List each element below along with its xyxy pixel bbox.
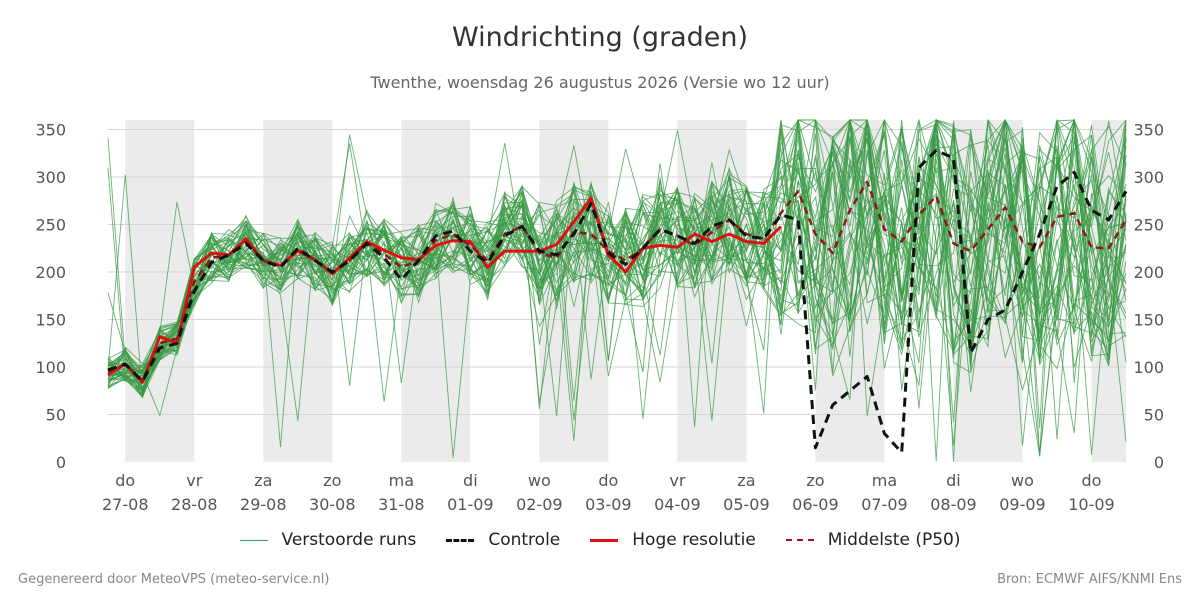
- x-tick-day-label: zo: [806, 471, 824, 490]
- ensemble-member-line: [107, 119, 1127, 401]
- x-tick-date-label: 07-09: [861, 495, 908, 514]
- y-tick-label-right: 300: [1133, 168, 1164, 187]
- y-tick-label-right: 350: [1133, 121, 1164, 140]
- y-tick-label-right: 250: [1133, 216, 1164, 235]
- ensemble-member-line: [107, 118, 1127, 453]
- x-tick-day-label: zo: [323, 471, 341, 490]
- legend-label-median: Middelste (P50): [827, 530, 961, 550]
- x-tick-day-label: ma: [389, 471, 414, 490]
- x-tick-day-label: do: [598, 471, 618, 490]
- legend-item-highres: Hoge resolutie: [590, 530, 756, 550]
- footer-generator: Gegenereerd door MeteoVPS (meteo-service…: [18, 572, 330, 587]
- y-tick-label-right: 100: [1133, 358, 1164, 377]
- y-tick-label-left: 250: [35, 216, 66, 235]
- x-tick-date-label: 27-08: [102, 495, 149, 514]
- x-tick-date-label: 04-09: [654, 495, 701, 514]
- series-line-hoge-resolutie: [107, 196, 782, 384]
- x-tick-day-label: vr: [186, 471, 202, 490]
- y-tick-label-left: 50: [46, 406, 66, 425]
- y-tick-label-right: 200: [1133, 263, 1164, 282]
- ensemble-member-line: [107, 119, 1127, 372]
- x-tick-day-label: vr: [669, 471, 685, 490]
- x-tick-date-label: 01-09: [447, 495, 494, 514]
- x-tick-day-label: di: [946, 471, 961, 490]
- legend-swatch-control: [446, 538, 475, 542]
- day-shade-band: [539, 120, 609, 462]
- x-tick-day-label: wo: [528, 471, 551, 490]
- ensemble-member-line: [107, 144, 1127, 395]
- footer-source: Bron: ECMWF AIFS/KNMI Ens: [997, 572, 1182, 587]
- chart-title: Windrichting (graden): [451, 22, 749, 53]
- ensemble-member-line: [107, 119, 1127, 385]
- ensemble-member-line: [107, 119, 1127, 462]
- day-shade-band: [263, 120, 333, 462]
- ensemble-member-line: [107, 119, 1127, 376]
- series-line-controle: [107, 148, 1128, 454]
- x-tick-day-label: za: [254, 471, 272, 490]
- x-tick-date-label: 30-08: [309, 495, 356, 514]
- ensemble-member-line: [107, 118, 1127, 399]
- y-tick-label-left: 100: [35, 358, 66, 377]
- x-tick-date-label: 08-09: [930, 495, 977, 514]
- x-tick-day-label: do: [115, 471, 135, 490]
- x-tick-day-label: di: [463, 471, 478, 490]
- y-tick-label-left: 300: [35, 168, 66, 187]
- x-tick-day-label: ma: [872, 471, 897, 490]
- legend-item-perturbed: Verstoorde runs: [239, 530, 417, 550]
- ensemble-member-line: [107, 118, 1127, 421]
- x-tick-date-label: 09-09: [999, 495, 1046, 514]
- legend-item-control: Controle: [446, 530, 560, 550]
- x-tick-date-label: 29-08: [240, 495, 287, 514]
- x-tick-date-label: 03-09: [585, 495, 632, 514]
- day-shade-band: [401, 120, 471, 462]
- x-tick-date-label: 05-09: [723, 495, 770, 514]
- x-tick-day-label: za: [737, 471, 755, 490]
- ensemble-member-line: [107, 119, 1127, 383]
- y-tick-label-right: 150: [1133, 311, 1164, 330]
- y-tick-label-left: 350: [35, 121, 66, 140]
- x-tick-date-label: 28-08: [171, 495, 218, 514]
- ensemble-member-line: [107, 118, 1127, 383]
- y-tick-label-right: 50: [1144, 406, 1164, 425]
- x-tick-date-label: 10-09: [1068, 495, 1115, 514]
- ensemble-member-line: [107, 118, 1127, 416]
- chart-legend: Verstoorde runs Controle Hoge resolutie …: [0, 530, 1200, 550]
- ensemble-member-line: [107, 119, 1127, 400]
- day-shade-band: [125, 120, 195, 462]
- legend-swatch-median: [785, 539, 814, 541]
- x-tick-day-label: wo: [1011, 471, 1034, 490]
- legend-label-control: Controle: [488, 530, 561, 550]
- legend-swatch-perturbed: [239, 539, 268, 541]
- y-tick-label-left: 200: [35, 263, 66, 282]
- x-tick-date-label: 02-09: [516, 495, 563, 514]
- y-tick-label-left: 150: [35, 311, 66, 330]
- series-line-middelste-p50-: [107, 180, 1128, 382]
- legend-label-perturbed: Verstoorde runs: [281, 530, 417, 550]
- legend-label-highres: Hoge resolutie: [632, 530, 756, 550]
- chart-subtitle: Twenthe, woensdag 26 augustus 2026 (Vers…: [370, 73, 830, 92]
- x-tick-day-label: do: [1082, 471, 1102, 490]
- legend-swatch-highres: [590, 538, 619, 542]
- y-tick-label-right: 0: [1154, 453, 1164, 472]
- x-tick-date-label: 31-08: [378, 495, 425, 514]
- legend-item-median: Middelste (P50): [785, 530, 961, 550]
- x-tick-date-label: 06-09: [792, 495, 839, 514]
- y-tick-label-left: 0: [56, 453, 66, 472]
